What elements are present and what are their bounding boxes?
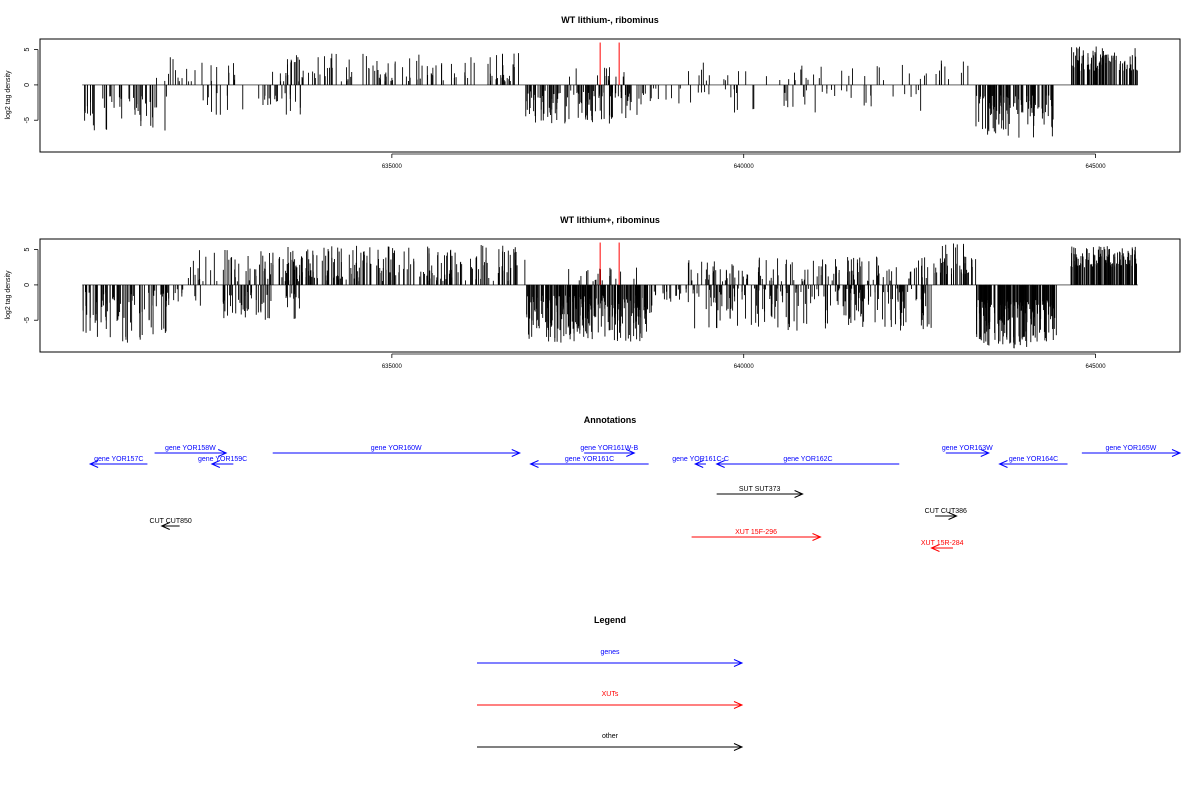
coverage-panel-lithium-minus: WT lithium-, ribominus log2 tag density … xyxy=(5,15,1181,170)
arrowhead xyxy=(812,533,822,541)
arrowhead xyxy=(733,743,744,751)
plot-frame xyxy=(39,38,1181,153)
feature-label: gene YOR163W xyxy=(942,445,993,452)
feature-genes: gene YOR161C xyxy=(529,456,649,468)
feature-label: gene YOR161C-C xyxy=(672,456,729,463)
feature-label: gene YOR164C xyxy=(1009,456,1058,463)
coverage-panel-lithium-plus: WT lithium+, ribominus log2 tag density … xyxy=(5,215,1181,370)
feature-other: SUT SUT373 xyxy=(716,486,804,498)
feature-genes: gene YOR158W xyxy=(154,445,228,457)
legend-label: genes xyxy=(600,649,620,656)
marker-lines xyxy=(599,242,620,285)
feature-genes: gene YOR159C xyxy=(198,456,247,468)
arrowhead xyxy=(1171,449,1182,457)
y-tick-label: 0 xyxy=(24,283,31,287)
y-axis-label: log2 tag density xyxy=(5,70,12,120)
feature-genes: gene YOR157C xyxy=(88,456,148,468)
arrowhead xyxy=(160,522,170,530)
feature-label: CUT CUT850 xyxy=(150,518,192,525)
feature-label: gene YOR160W xyxy=(371,445,422,452)
arrowhead xyxy=(998,460,1008,468)
feature-XUTs: XUT 15F-296 xyxy=(691,529,822,541)
feature-XUTs: XUT 15R-284 xyxy=(921,540,964,552)
arrowhead xyxy=(626,449,636,457)
x-tick-label: 645000 xyxy=(1086,364,1107,370)
arrowhead xyxy=(794,490,804,498)
legend-entry: other xyxy=(477,733,744,751)
feature-genes: gene YOR162C xyxy=(715,456,900,468)
feature-label: gene YOR162C xyxy=(783,456,832,463)
feature-list: gene YOR157C gene YOR158W gene YOR159C gene… xyxy=(88,445,1182,552)
feature-genes: gene YOR161C-C xyxy=(672,456,729,468)
x-axis: 635000 640000 645000 xyxy=(382,153,1107,170)
feature-label: gene YOR157C xyxy=(94,456,143,463)
feature-label: gene YOR165W xyxy=(1105,445,1156,452)
y-tick-label: -5 xyxy=(24,317,31,323)
feature-genes: gene YOR160W xyxy=(272,445,522,457)
legend-title: Legend xyxy=(594,615,626,625)
x-tick-label: 640000 xyxy=(734,164,755,170)
marker-lines xyxy=(599,42,620,85)
x-tick-label: 645000 xyxy=(1086,164,1107,170)
arrowhead xyxy=(733,701,744,709)
y-tick-label: -5 xyxy=(24,117,31,123)
panel-title: WT lithium+, ribominus xyxy=(560,215,660,225)
legend: Legend genes XUTs other xyxy=(477,615,744,751)
arrowhead xyxy=(930,544,940,552)
feature-genes: gene YOR165W xyxy=(1081,445,1182,457)
feature-label: gene YOR161W-B xyxy=(580,445,638,452)
annotations-title: Annotations xyxy=(584,415,637,425)
legend-label: XUTs xyxy=(602,691,619,698)
y-axis-label: log2 tag density xyxy=(5,270,12,320)
feature-label: XUT 15R-284 xyxy=(921,540,964,547)
coverage-bars xyxy=(84,46,1138,138)
feature-other: CUT CUT850 xyxy=(150,518,192,530)
arrowhead xyxy=(980,449,991,457)
arrowhead xyxy=(715,460,725,468)
legend-entry: genes xyxy=(477,649,744,667)
legend-label: other xyxy=(602,733,619,740)
y-tick-label: 5 xyxy=(24,48,31,52)
y-tick-label: 5 xyxy=(24,248,31,252)
feature-other: CUT CUT386 xyxy=(925,508,967,520)
x-tick-label: 635000 xyxy=(382,364,403,370)
feature-genes: gene YOR161W-B xyxy=(580,445,638,457)
feature-label: gene YOR161C xyxy=(565,456,614,463)
arrowhead xyxy=(217,449,228,457)
arrowhead xyxy=(210,460,221,468)
plot-frame xyxy=(39,238,1181,353)
legend-entries: genes XUTs other xyxy=(477,649,744,751)
x-tick-label: 635000 xyxy=(382,164,403,170)
arrowhead xyxy=(511,449,522,457)
x-axis: 635000 640000 645000 xyxy=(382,353,1107,370)
arrowhead xyxy=(733,659,744,667)
feature-genes: gene YOR164C xyxy=(998,456,1068,468)
coverage-bars xyxy=(82,243,1137,349)
legend-entry: XUTs xyxy=(477,691,744,709)
x-tick-label: 640000 xyxy=(734,364,755,370)
arrowhead xyxy=(529,460,539,468)
y-axis: 5 0 -5 xyxy=(24,48,39,123)
arrowhead xyxy=(88,460,99,468)
feature-label: XUT 15F-296 xyxy=(735,529,777,536)
y-axis: 5 0 -5 xyxy=(24,248,39,323)
feature-label: gene YOR159C xyxy=(198,456,247,463)
arrowhead xyxy=(948,512,958,520)
feature-label: CUT CUT386 xyxy=(925,508,967,515)
y-tick-label: 0 xyxy=(24,83,31,87)
feature-label: SUT SUT373 xyxy=(739,486,781,493)
feature-label: gene YOR158W xyxy=(165,445,216,452)
feature-genes: gene YOR163W xyxy=(942,445,993,457)
arrowhead xyxy=(693,460,704,468)
panel-title: WT lithium-, ribominus xyxy=(561,15,659,25)
